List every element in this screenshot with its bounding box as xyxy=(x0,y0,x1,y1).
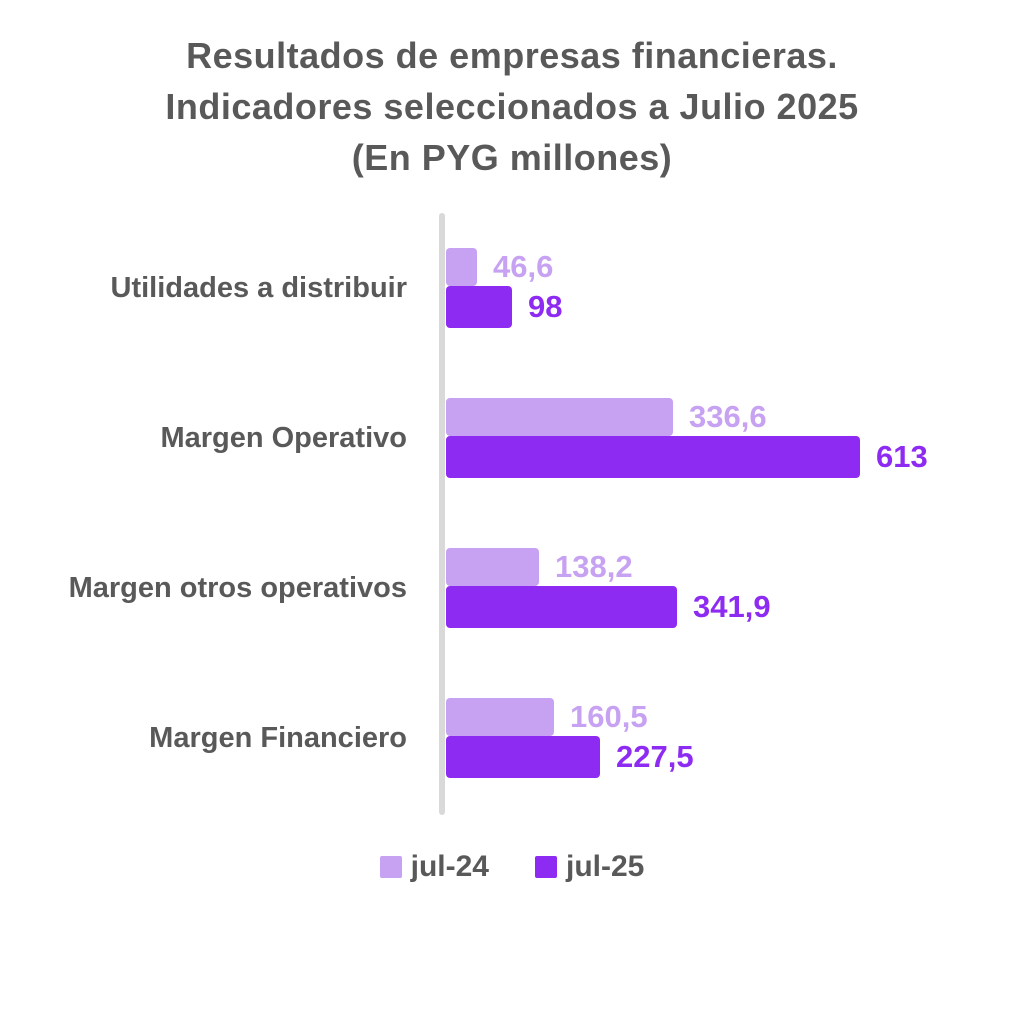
value-label-jul25: 613 xyxy=(876,439,928,474)
value-label-jul24: 336,6 xyxy=(689,399,767,434)
value-label-jul25: 227,5 xyxy=(616,739,694,774)
bar-jul24 xyxy=(446,698,554,736)
legend: jul-24 jul-25 xyxy=(0,850,1024,884)
bar-jul25 xyxy=(446,286,512,328)
legend-item-jul25: jul-25 xyxy=(535,850,644,884)
chart-title-line2: Indicadores seleccionados a Julio 2025 xyxy=(165,86,859,127)
bar-group: 46,6 98 xyxy=(425,248,1024,328)
value-label-jul24: 138,2 xyxy=(555,549,633,584)
legend-swatch-jul25 xyxy=(535,856,557,878)
category-row-utilidades: Utilidades a distribuir 46,6 98 xyxy=(0,213,1024,363)
chart-title-line3: (En PYG millones) xyxy=(351,137,673,178)
legend-label-jul24: jul-24 xyxy=(410,850,489,883)
category-label: Margen Financiero xyxy=(149,721,407,754)
bar-jul25 xyxy=(446,736,600,778)
bar-group: 336,6 613 xyxy=(425,398,1024,478)
bar-group: 160,5 227,5 xyxy=(425,698,1024,778)
bar-jul25 xyxy=(446,586,677,628)
category-label: Utilidades a distribuir xyxy=(110,271,408,304)
bar-group: 138,2 341,9 xyxy=(425,548,1024,628)
bar-jul24 xyxy=(446,248,477,286)
category-row-margen-operativo: Margen Operativo 336,6 613 xyxy=(0,363,1024,513)
category-axis-line xyxy=(439,213,445,815)
chart-title-line1: Resultados de empresas financieras. xyxy=(186,35,838,76)
legend-label-jul25: jul-25 xyxy=(566,850,645,883)
legend-item-jul24: jul-24 xyxy=(379,850,489,884)
category-row-margen-financiero: Margen Financiero 160,5 227,5 xyxy=(0,663,1024,813)
value-label-jul25: 98 xyxy=(528,289,563,324)
bar-jul24 xyxy=(446,548,539,586)
value-label-jul24: 160,5 xyxy=(570,699,648,734)
value-label-jul25: 341,9 xyxy=(693,589,771,624)
category-label: Margen otros operativos xyxy=(68,571,407,604)
bar-jul24 xyxy=(446,398,673,436)
bar-jul25 xyxy=(446,436,860,478)
category-label: Margen Operativo xyxy=(160,421,407,454)
value-label-jul24: 46,6 xyxy=(493,249,554,284)
legend-swatch-jul24 xyxy=(379,856,402,878)
category-row-margen-otros-operativos: Margen otros operativos 138,2 341,9 xyxy=(0,513,1024,663)
chart-title: Resultados de empresas financieras. Indi… xyxy=(0,30,1024,183)
plot-area: Utilidades a distribuir 46,6 98 Margen O… xyxy=(0,213,1024,815)
